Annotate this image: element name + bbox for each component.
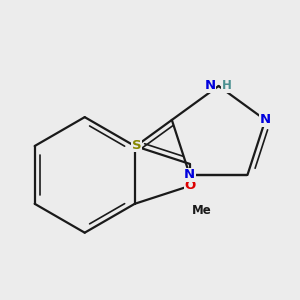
Text: N: N xyxy=(260,113,271,127)
Text: S: S xyxy=(132,139,142,152)
Text: N: N xyxy=(184,168,195,182)
Text: N: N xyxy=(205,80,216,92)
Text: Me: Me xyxy=(191,204,211,217)
Text: H: H xyxy=(221,80,231,92)
Text: O: O xyxy=(184,179,195,192)
